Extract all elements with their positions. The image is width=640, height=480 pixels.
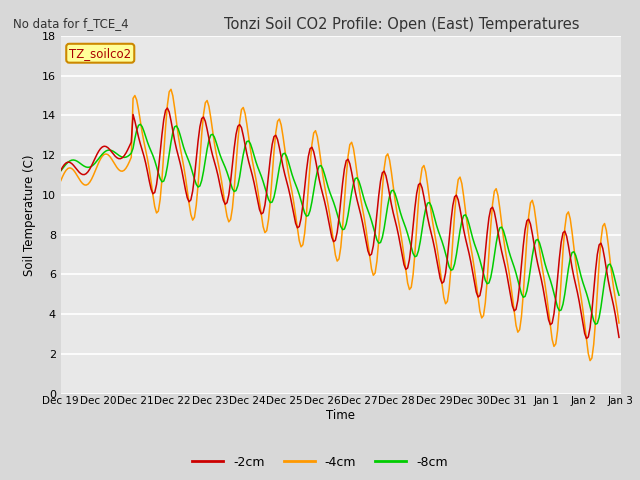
Legend: -2cm, -4cm, -8cm: -2cm, -4cm, -8cm [187,451,453,474]
Text: TZ_soilco2: TZ_soilco2 [69,47,131,60]
Y-axis label: Soil Temperature (C): Soil Temperature (C) [23,154,36,276]
X-axis label: Time: Time [326,409,355,422]
Text: No data for f_TCE_4: No data for f_TCE_4 [13,17,129,30]
Text: Tonzi Soil CO2 Profile: Open (East) Temperatures: Tonzi Soil CO2 Profile: Open (East) Temp… [224,17,579,32]
